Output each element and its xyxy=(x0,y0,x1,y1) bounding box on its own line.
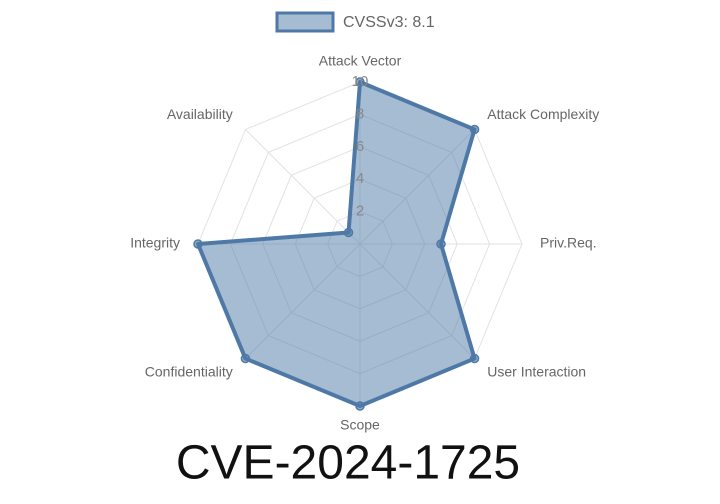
axis-label: Attack Complexity xyxy=(487,106,599,122)
r-tick-label: 2 xyxy=(356,203,364,220)
axis-label: Confidentiality xyxy=(145,363,233,379)
data-point xyxy=(355,77,365,87)
r-tick-label: 6 xyxy=(356,138,364,155)
data-point xyxy=(193,239,203,249)
chart-title: CVE-2024-1725 xyxy=(176,437,520,490)
axis-label: Integrity xyxy=(130,235,180,251)
r-tick-label: 10 xyxy=(352,73,369,90)
data-point xyxy=(436,239,446,249)
legend-swatch xyxy=(275,11,335,33)
data-point xyxy=(469,124,480,135)
legend-label: CVSSv3: 8.1 xyxy=(343,14,435,31)
r-tick-label: 4 xyxy=(356,170,364,187)
axis-label: User Interaction xyxy=(487,363,586,379)
axis-label: Priv.Req. xyxy=(540,235,597,251)
data-point xyxy=(343,227,354,238)
data-point xyxy=(240,353,251,364)
series-area xyxy=(196,80,477,408)
data-point xyxy=(355,401,365,411)
axis-label: Availability xyxy=(167,106,233,122)
spoke xyxy=(245,129,361,245)
data-point xyxy=(469,353,480,364)
axis-label: Attack Vector xyxy=(319,53,402,69)
r-tick-label: 8 xyxy=(356,105,364,122)
axis-label: Scope xyxy=(340,417,380,433)
